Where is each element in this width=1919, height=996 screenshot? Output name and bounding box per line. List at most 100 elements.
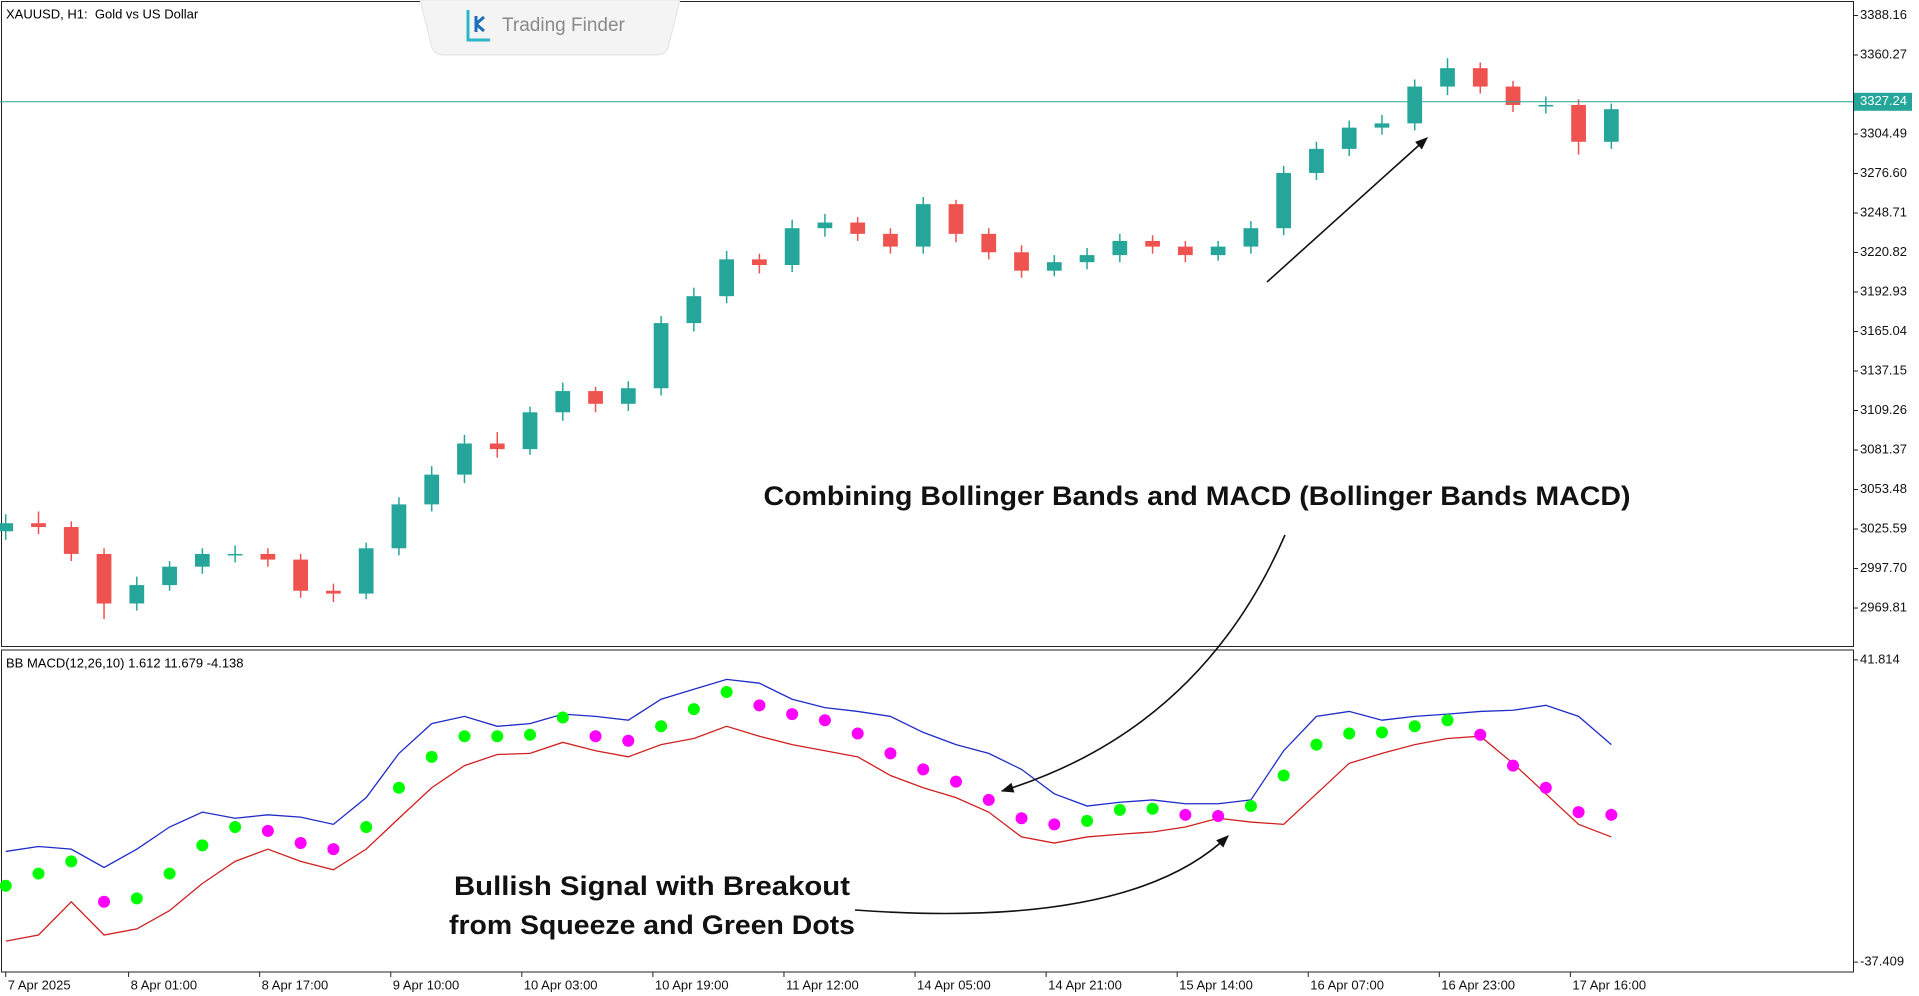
candle-body	[620, 388, 636, 404]
macd-dot	[1179, 808, 1192, 821]
arrow	[1266, 137, 1428, 283]
y-tick-label: 3192.93	[1860, 283, 1907, 298]
macd-dot	[917, 763, 930, 776]
macd-dot	[0, 879, 12, 892]
arrow	[1000, 534, 1286, 793]
y-tick-label: 3248.71	[1860, 204, 1907, 219]
macd-dot	[982, 793, 995, 806]
x-tick-label: 17 Apr 16:00	[1572, 977, 1646, 992]
candle-body	[850, 222, 866, 234]
indicator-title: BB MACD(12,26,10) 1.612 11.679 -4.138	[6, 655, 244, 670]
candle-body	[1145, 240, 1160, 247]
x-tick-label: 16 Apr 07:00	[1310, 977, 1384, 992]
x-tick-label: 14 Apr 21:00	[1048, 977, 1122, 992]
y-tick-label: 41.814	[1860, 651, 1900, 666]
macd-dot	[949, 775, 962, 788]
candle-body	[1243, 228, 1259, 247]
candle-body	[194, 553, 210, 567]
macd-dot	[1015, 812, 1028, 825]
candle-body	[63, 527, 79, 554]
macd-dot	[786, 708, 799, 721]
y-tick-label: 3025.59	[1860, 520, 1907, 535]
candle-body	[391, 504, 407, 549]
candle-body	[457, 443, 472, 475]
candle-body	[752, 259, 767, 266]
macd-dot	[589, 730, 602, 743]
plot: 3388.16 3360.27 3304.49 3276.60 3248.71 3220.…	[0, 7, 1912, 992]
macd-dot	[851, 727, 864, 740]
macd-dot	[1212, 809, 1225, 822]
y-tick-label: 3276.60	[1860, 165, 1907, 180]
macd-dot	[1277, 769, 1290, 782]
candle-body	[719, 259, 734, 297]
chart-title: XAUUSD, H1: Gold vs US Dollar	[6, 6, 199, 21]
candle-body	[1571, 104, 1586, 142]
macd-dot	[687, 703, 700, 716]
y-tick-label: 3360.27	[1860, 46, 1907, 61]
candle-body	[326, 590, 341, 594]
last-price-label: 3327.24	[1860, 93, 1907, 108]
y-tick-label: 3081.37	[1860, 441, 1907, 456]
macd-dot	[458, 730, 471, 743]
candle-body	[260, 553, 276, 560]
macd-dot	[65, 855, 78, 868]
logo-icon	[466, 10, 490, 42]
macd-dot	[360, 821, 373, 834]
candle-body	[1407, 86, 1423, 124]
macd-dot	[622, 734, 635, 747]
candle-body	[1276, 172, 1292, 229]
x-tick-label: 8 Apr 01:00	[131, 977, 198, 992]
y-tick-label: -37.409	[1860, 954, 1904, 969]
macd-dot	[753, 699, 766, 712]
x-tick-label: 11 Apr 12:00	[786, 977, 859, 992]
band-line	[5, 725, 1612, 942]
macd-dot	[32, 867, 45, 880]
candle-body	[653, 323, 669, 389]
candle-body	[0, 523, 14, 532]
macd-dot	[229, 821, 242, 834]
candle-body	[948, 204, 964, 234]
macd-dot	[524, 728, 537, 741]
candle-body	[1112, 240, 1128, 256]
candle-body	[1374, 123, 1390, 128]
macd-dot	[98, 895, 111, 908]
macd-dot	[163, 867, 176, 880]
macd-dot	[1310, 738, 1323, 751]
macd-panel-frame	[1, 649, 1854, 973]
macd-dot	[1605, 808, 1618, 821]
y-tick-label: 3109.26	[1860, 402, 1907, 417]
y-tick-label: 3220.82	[1860, 244, 1907, 259]
candle-body	[1177, 246, 1193, 256]
candle-body	[1472, 68, 1488, 87]
macd-dot	[1146, 802, 1159, 815]
candle-body	[1014, 252, 1029, 271]
candle-body	[1210, 246, 1226, 256]
x-tick-label: 14 Apr 05:00	[917, 977, 991, 992]
candle-body	[1079, 255, 1095, 263]
candle-body	[31, 523, 46, 528]
candle-body	[129, 585, 145, 604]
candle-body	[981, 233, 997, 253]
macd-dot	[1441, 714, 1454, 727]
macd-dot	[655, 720, 668, 733]
candle-body	[555, 391, 571, 413]
macd-dot	[130, 892, 143, 905]
x-tick-label: 8 Apr 17:00	[262, 977, 329, 992]
macd-dot	[1343, 727, 1356, 740]
macd-dot	[392, 781, 405, 794]
candle-body	[424, 474, 440, 505]
candle-body	[883, 233, 898, 247]
x-tick-label: 16 Apr 23:00	[1441, 977, 1515, 992]
macd-dot	[884, 747, 897, 760]
candle-body	[293, 559, 309, 591]
candle-body	[915, 204, 931, 247]
candle-body	[227, 553, 243, 556]
y-tick-label: 2997.70	[1860, 560, 1907, 575]
candle-body	[1603, 109, 1619, 142]
y-tick-label: 2969.81	[1860, 599, 1907, 614]
candle-body	[1505, 86, 1521, 105]
macd-dot	[1572, 806, 1585, 819]
macd-dot	[491, 730, 504, 743]
